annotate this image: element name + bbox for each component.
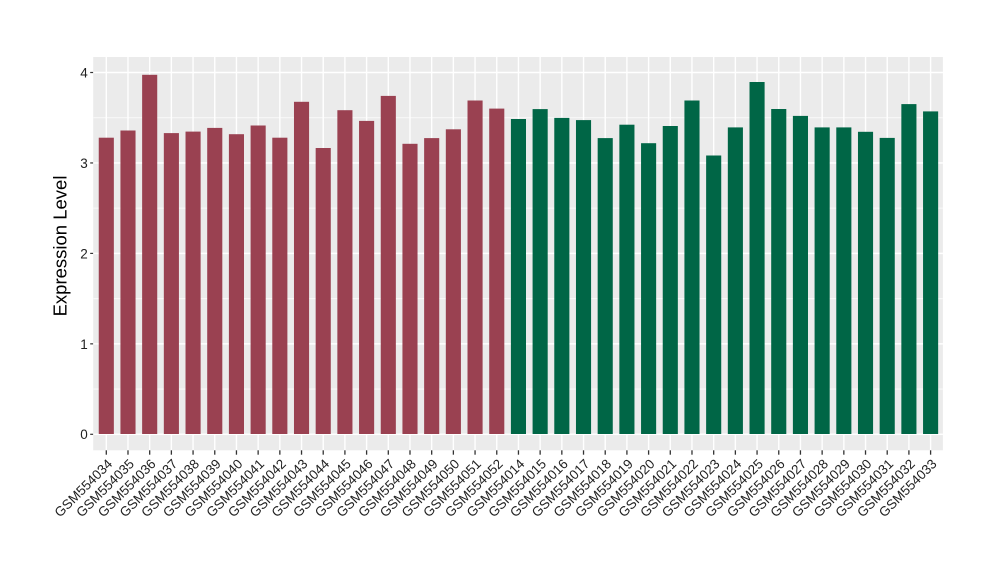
svg-text:2: 2	[80, 246, 88, 261]
svg-text:Expression Level: Expression Level	[49, 176, 70, 317]
svg-text:0: 0	[80, 427, 88, 442]
svg-text:4: 4	[80, 65, 88, 80]
svg-text:3: 3	[80, 156, 88, 171]
svg-text:1: 1	[80, 337, 88, 352]
